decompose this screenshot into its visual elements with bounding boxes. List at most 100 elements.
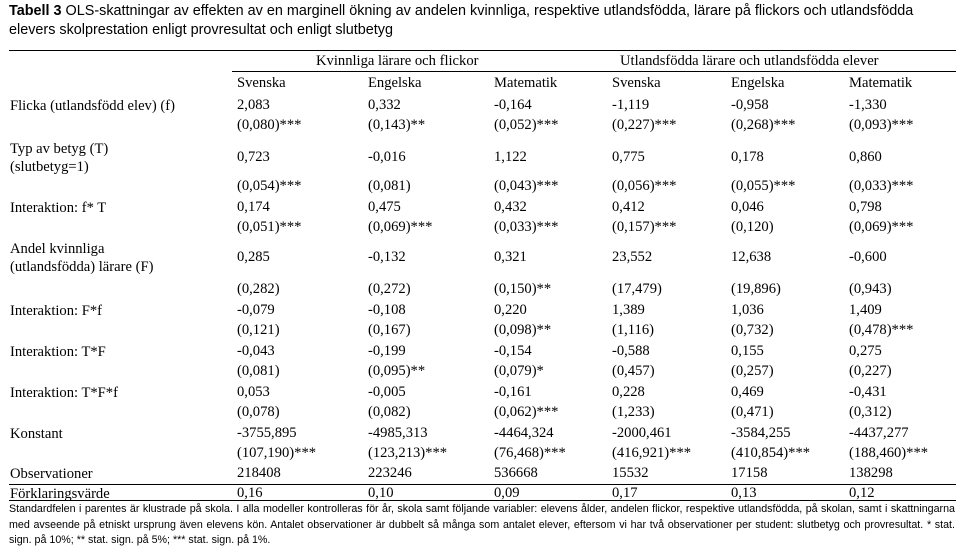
std-error-cell: (107,190)*** [237, 445, 317, 461]
coefficient-cell: -3584,255 [731, 425, 791, 441]
std-error-cell: (0,082) [368, 404, 411, 420]
coefficient-cell: -0,431 [849, 384, 887, 400]
std-error-cell: (410,854)*** [731, 445, 811, 461]
row-label: Interaktion: F*f [10, 303, 103, 319]
coefficient-cell: -2000,461 [612, 425, 672, 441]
coefficient-cell: 0,475 [368, 199, 401, 215]
group-header-rule [232, 71, 956, 72]
std-error-cell: (0,272) [368, 281, 411, 297]
coefficient-cell: -0,016 [368, 149, 406, 165]
column-header-3: Matematik [494, 75, 558, 91]
std-error-cell: (0,268)*** [731, 117, 796, 133]
coefficient-cell: 0,723 [237, 149, 270, 165]
std-error-cell: (416,921)*** [612, 445, 692, 461]
group-header-women: Kvinnliga lärare och flickor [316, 53, 479, 69]
row-label: Interaktion: T*F*f [10, 385, 118, 401]
column-header-4: Svenska [612, 75, 661, 91]
std-error-cell: (0,052)*** [494, 117, 559, 133]
r2-cell: 0,12 [849, 485, 875, 501]
coefficient-cell: 0,285 [237, 249, 270, 265]
coefficient-cell: 0,332 [368, 97, 401, 113]
coefficient-cell: -1,119 [612, 97, 650, 113]
coefficient-cell: 0,412 [612, 199, 645, 215]
coefficient-cell: -0,161 [494, 384, 532, 400]
std-error-cell: (0,150)** [494, 281, 552, 297]
row-label: Konstant [10, 426, 63, 442]
std-error-cell: (0,079)* [494, 363, 544, 379]
std-error-cell: (17,479) [612, 281, 662, 297]
coefficient-cell: 0,155 [731, 343, 764, 359]
coefficient-cell: -0,154 [494, 343, 532, 359]
std-error-cell: (0,227)*** [612, 117, 677, 133]
coefficient-cell: -0,600 [849, 249, 887, 265]
observations-cell: 536668 [494, 465, 538, 481]
coefficient-cell: -0,164 [494, 97, 532, 113]
std-error-cell: (0,080)*** [237, 117, 302, 133]
std-error-cell: (0,098)** [494, 322, 552, 338]
row-label: Andel kvinnliga (utlandsfödda) lärare (F) [10, 241, 154, 275]
std-error-cell: (0,120) [731, 219, 774, 235]
r2-cell: 0,16 [237, 485, 263, 501]
coefficient-cell: 23,552 [612, 249, 653, 265]
observations-cell: 218408 [237, 465, 281, 481]
std-error-cell: (0,043)*** [494, 178, 559, 194]
column-header-5: Engelska [731, 75, 785, 91]
std-error-cell: (0,143)** [368, 117, 426, 133]
std-error-cell: (188,460)*** [849, 445, 929, 461]
std-error-cell: (0,471) [731, 404, 774, 420]
table-top-rule [9, 50, 956, 51]
std-error-cell: (123,213)*** [368, 445, 448, 461]
caption-label: Tabell 3 [9, 3, 62, 19]
std-error-cell: (0,078) [237, 404, 280, 420]
coefficient-cell: -3755,895 [237, 425, 297, 441]
std-error-cell: (0,312) [849, 404, 892, 420]
std-error-cell: (76,468)*** [494, 445, 566, 461]
std-error-cell: (0,095)** [368, 363, 426, 379]
std-error-cell: (0,056)*** [612, 178, 677, 194]
std-error-cell: (1,116) [612, 322, 655, 338]
std-error-cell: (0,081) [368, 178, 411, 194]
coefficient-cell: 2,083 [237, 97, 270, 113]
row-label-observations: Observationer [10, 466, 93, 482]
column-header-2: Engelska [368, 75, 422, 91]
coefficient-cell: 1,122 [494, 149, 527, 165]
coefficient-cell: -0,108 [368, 302, 406, 318]
std-error-cell: (0,732) [731, 322, 774, 338]
std-error-cell: (0,033)*** [849, 178, 914, 194]
coefficient-cell: 0,469 [731, 384, 764, 400]
std-error-cell: (0,033)*** [494, 219, 559, 235]
observations-cell: 223246 [368, 465, 412, 481]
coefficient-cell: 0,228 [612, 384, 645, 400]
std-error-cell: (0,943) [849, 281, 892, 297]
table-footnote: Standardfelen i parentes är klustrade på… [9, 503, 955, 546]
std-error-cell: (0,055)*** [731, 178, 796, 194]
coefficient-cell: -0,588 [612, 343, 650, 359]
table-caption: Tabell 3 OLS-skattningar av effekten av … [9, 2, 954, 40]
r2-cell: 0,10 [368, 485, 394, 501]
coefficient-cell: 0,321 [494, 249, 527, 265]
std-error-cell: (0,051)*** [237, 219, 302, 235]
coefficient-cell: 1,389 [612, 302, 645, 318]
observations-cell: 138298 [849, 465, 893, 481]
observations-cell: 15532 [612, 465, 649, 481]
std-error-cell: (0,478)*** [849, 322, 914, 338]
std-error-cell: (0,121) [237, 322, 280, 338]
coefficient-cell: 0,220 [494, 302, 527, 318]
observations-cell: 17158 [731, 465, 768, 481]
group-header-foreign-born: Utlandsfödda lärare och utlandsfödda ele… [620, 53, 879, 69]
coefficient-cell: 0,860 [849, 149, 882, 165]
coefficient-cell: -4985,313 [368, 425, 428, 441]
std-error-cell: (0,062)*** [494, 404, 559, 420]
std-error-cell: (0,167) [368, 322, 411, 338]
std-error-cell: (0,257) [731, 363, 774, 379]
std-error-cell: (0,054)*** [237, 178, 302, 194]
row-label: Interaktion: f* T [10, 200, 107, 216]
std-error-cell: (0,457) [612, 363, 655, 379]
coefficient-cell: 0,174 [237, 199, 270, 215]
coefficient-cell: 0,178 [731, 149, 764, 165]
coefficient-cell: 0,775 [612, 149, 645, 165]
std-error-cell: (0,157)*** [612, 219, 677, 235]
std-error-cell: (0,069)*** [368, 219, 433, 235]
coefficient-cell: -4437,277 [849, 425, 909, 441]
std-error-cell: (0,093)*** [849, 117, 914, 133]
